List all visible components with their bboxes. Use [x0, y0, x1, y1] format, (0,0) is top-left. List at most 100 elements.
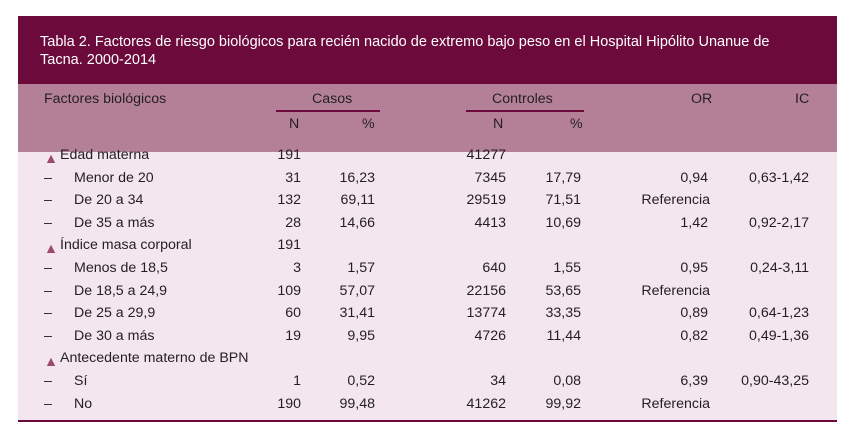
controles-n: 34: [490, 373, 506, 389]
table-row: – De 30 a más 19 9,95 4726 11,44 0,82 0,49-1,36: [18, 327, 837, 349]
table-title: Tabla 2. Factores de riesgo biológicos p…: [18, 16, 837, 84]
controles-n: 640: [482, 260, 506, 276]
or-value: Referencia: [641, 192, 710, 209]
ic-value: 0,49-1,36: [749, 327, 809, 344]
or-value: Referencia: [641, 282, 710, 299]
row-label: Menos de 18,5: [74, 260, 168, 276]
dash-bullet: –: [44, 327, 52, 344]
ic-value: 0,24-3,11: [750, 260, 809, 276]
header-controles: Controles: [492, 91, 553, 107]
dash-bullet: –: [44, 260, 52, 276]
casos-n: 109: [277, 282, 301, 299]
table-group-row: ▲ Edad materna 191 41277: [18, 146, 837, 168]
casos-n: 60: [285, 305, 301, 322]
row-label: Antecedente materno de BPN: [60, 350, 249, 367]
row-label: De 35 a más: [74, 214, 155, 231]
casos-n: 19: [285, 327, 301, 344]
row-label: Índice masa corporal: [60, 237, 192, 254]
controles-n: 22156: [466, 282, 506, 299]
controles-n: 41277: [466, 147, 506, 163]
or-value: 0,94: [680, 169, 708, 186]
ic-value: 0,92-2,17: [749, 214, 809, 231]
ic-value: 0,64-1,23: [749, 305, 809, 322]
or-value: 0,82: [680, 327, 708, 344]
casos-n: 1: [293, 373, 301, 389]
casos-n: 191: [277, 147, 301, 163]
row-label: De 18,5 a 24,9: [74, 282, 168, 299]
header-casos-pct: %: [362, 116, 375, 132]
controles-pct: 33,35: [545, 305, 581, 322]
or-value: 0,95: [680, 260, 708, 276]
casos-pct: 9,95: [347, 327, 375, 344]
controles-n: 41262: [466, 395, 506, 412]
casos-pct: 69,11: [340, 192, 375, 209]
casos-n: 31: [285, 169, 301, 186]
dash-bullet: –: [44, 373, 52, 389]
row-label: Edad materna: [60, 147, 150, 163]
casos-pct: 0,52: [347, 373, 375, 389]
table-header: Factores biológicos Casos Controles OR I…: [18, 84, 837, 152]
casos-pct: 14,66: [339, 214, 375, 231]
table-row: – Menos de 18,5 3 1,57 640 1,55 0,95 0,24-3,11: [18, 259, 837, 281]
controles-pct: 99,92: [545, 395, 581, 412]
casos-n: 190: [277, 395, 301, 412]
casos-pct: 31,41: [339, 305, 375, 322]
or-value: 0,89: [680, 305, 708, 322]
controles-n: 7345: [474, 169, 506, 186]
header-or: OR: [691, 91, 713, 107]
table-row: – De 20 a 34 132 69,11 29519 71,51 Referencia: [18, 191, 837, 213]
casos-pct: 1,57: [347, 260, 375, 276]
table-row: – Sí 1 0,52 34 0,08 6,39 0,90-43,25: [18, 372, 837, 394]
controles-pct: 1,55: [553, 260, 581, 276]
dash-bullet: –: [44, 282, 52, 299]
controles-pct: 71,51: [545, 192, 581, 209]
controles-n: 4413: [474, 214, 506, 231]
table-row: – De 35 a más 28 14,66 4413 10,69 1,42 0,92-2,1…: [18, 214, 837, 236]
casos-pct: 99,48: [339, 395, 375, 412]
dash-bullet: –: [44, 192, 52, 209]
triangle-bullet-icon: ▲: [44, 241, 59, 258]
row-label: De 25 a 29,9: [74, 305, 156, 322]
table-row: – De 25 a 29,9 60 31,41 13774 33,35 0,89 0,64-1…: [18, 304, 837, 326]
dash-bullet: –: [44, 395, 52, 412]
or-value: 1,42: [680, 214, 708, 231]
row-label: Menor de 20: [74, 169, 154, 186]
table-container: Tabla 2. Factores de riesgo biológicos p…: [18, 16, 837, 422]
header-factor: Factores biológicos: [44, 91, 167, 107]
triangle-bullet-icon: ▲: [44, 354, 59, 371]
dash-bullet: –: [44, 305, 52, 322]
controles-pct: 11,44: [546, 327, 581, 344]
table-group-row: ▲ Índice masa corporal 191: [18, 236, 837, 258]
table-group-row: ▲ Antecedente materno de BPN: [18, 349, 837, 371]
ic-value: 0,90-43,25: [741, 373, 809, 389]
triangle-bullet-icon: ▲: [44, 151, 59, 167]
bottom-rule: [18, 420, 837, 422]
casos-pct: 57,07: [339, 282, 375, 299]
or-value: Referencia: [641, 395, 710, 412]
table-row: – De 18,5 a 24,9 109 57,07 22156 53,65 Referen…: [18, 282, 837, 304]
casos-n: 28: [285, 214, 301, 231]
controles-n: 29519: [466, 192, 506, 209]
casos-n: 132: [277, 192, 301, 209]
controles-pct: 10,69: [545, 214, 581, 231]
controles-pct: 17,79: [545, 169, 581, 186]
header-controles-n: N: [493, 116, 504, 132]
row-label: De 20 a 34: [74, 192, 144, 209]
controles-pct: 53,65: [545, 282, 581, 299]
dash-bullet: –: [44, 169, 52, 186]
controles-pct: 0,08: [553, 373, 581, 389]
header-casos-n: N: [289, 116, 300, 132]
header-ic: IC: [795, 91, 810, 107]
ic-value: 0,63-1,42: [749, 169, 809, 186]
casos-n: 3: [293, 260, 301, 276]
dash-bullet: –: [44, 214, 52, 231]
controles-n: 4726: [474, 327, 506, 344]
header-casos: Casos: [312, 91, 353, 107]
controles-rule: [466, 110, 584, 112]
casos-rule: [276, 110, 380, 112]
casos-pct: 16,23: [339, 169, 375, 186]
casos-n: 191: [277, 237, 301, 254]
or-value: 6,39: [680, 373, 708, 389]
row-label: De 30 a más: [74, 327, 155, 344]
header-controles-pct: %: [570, 116, 583, 132]
